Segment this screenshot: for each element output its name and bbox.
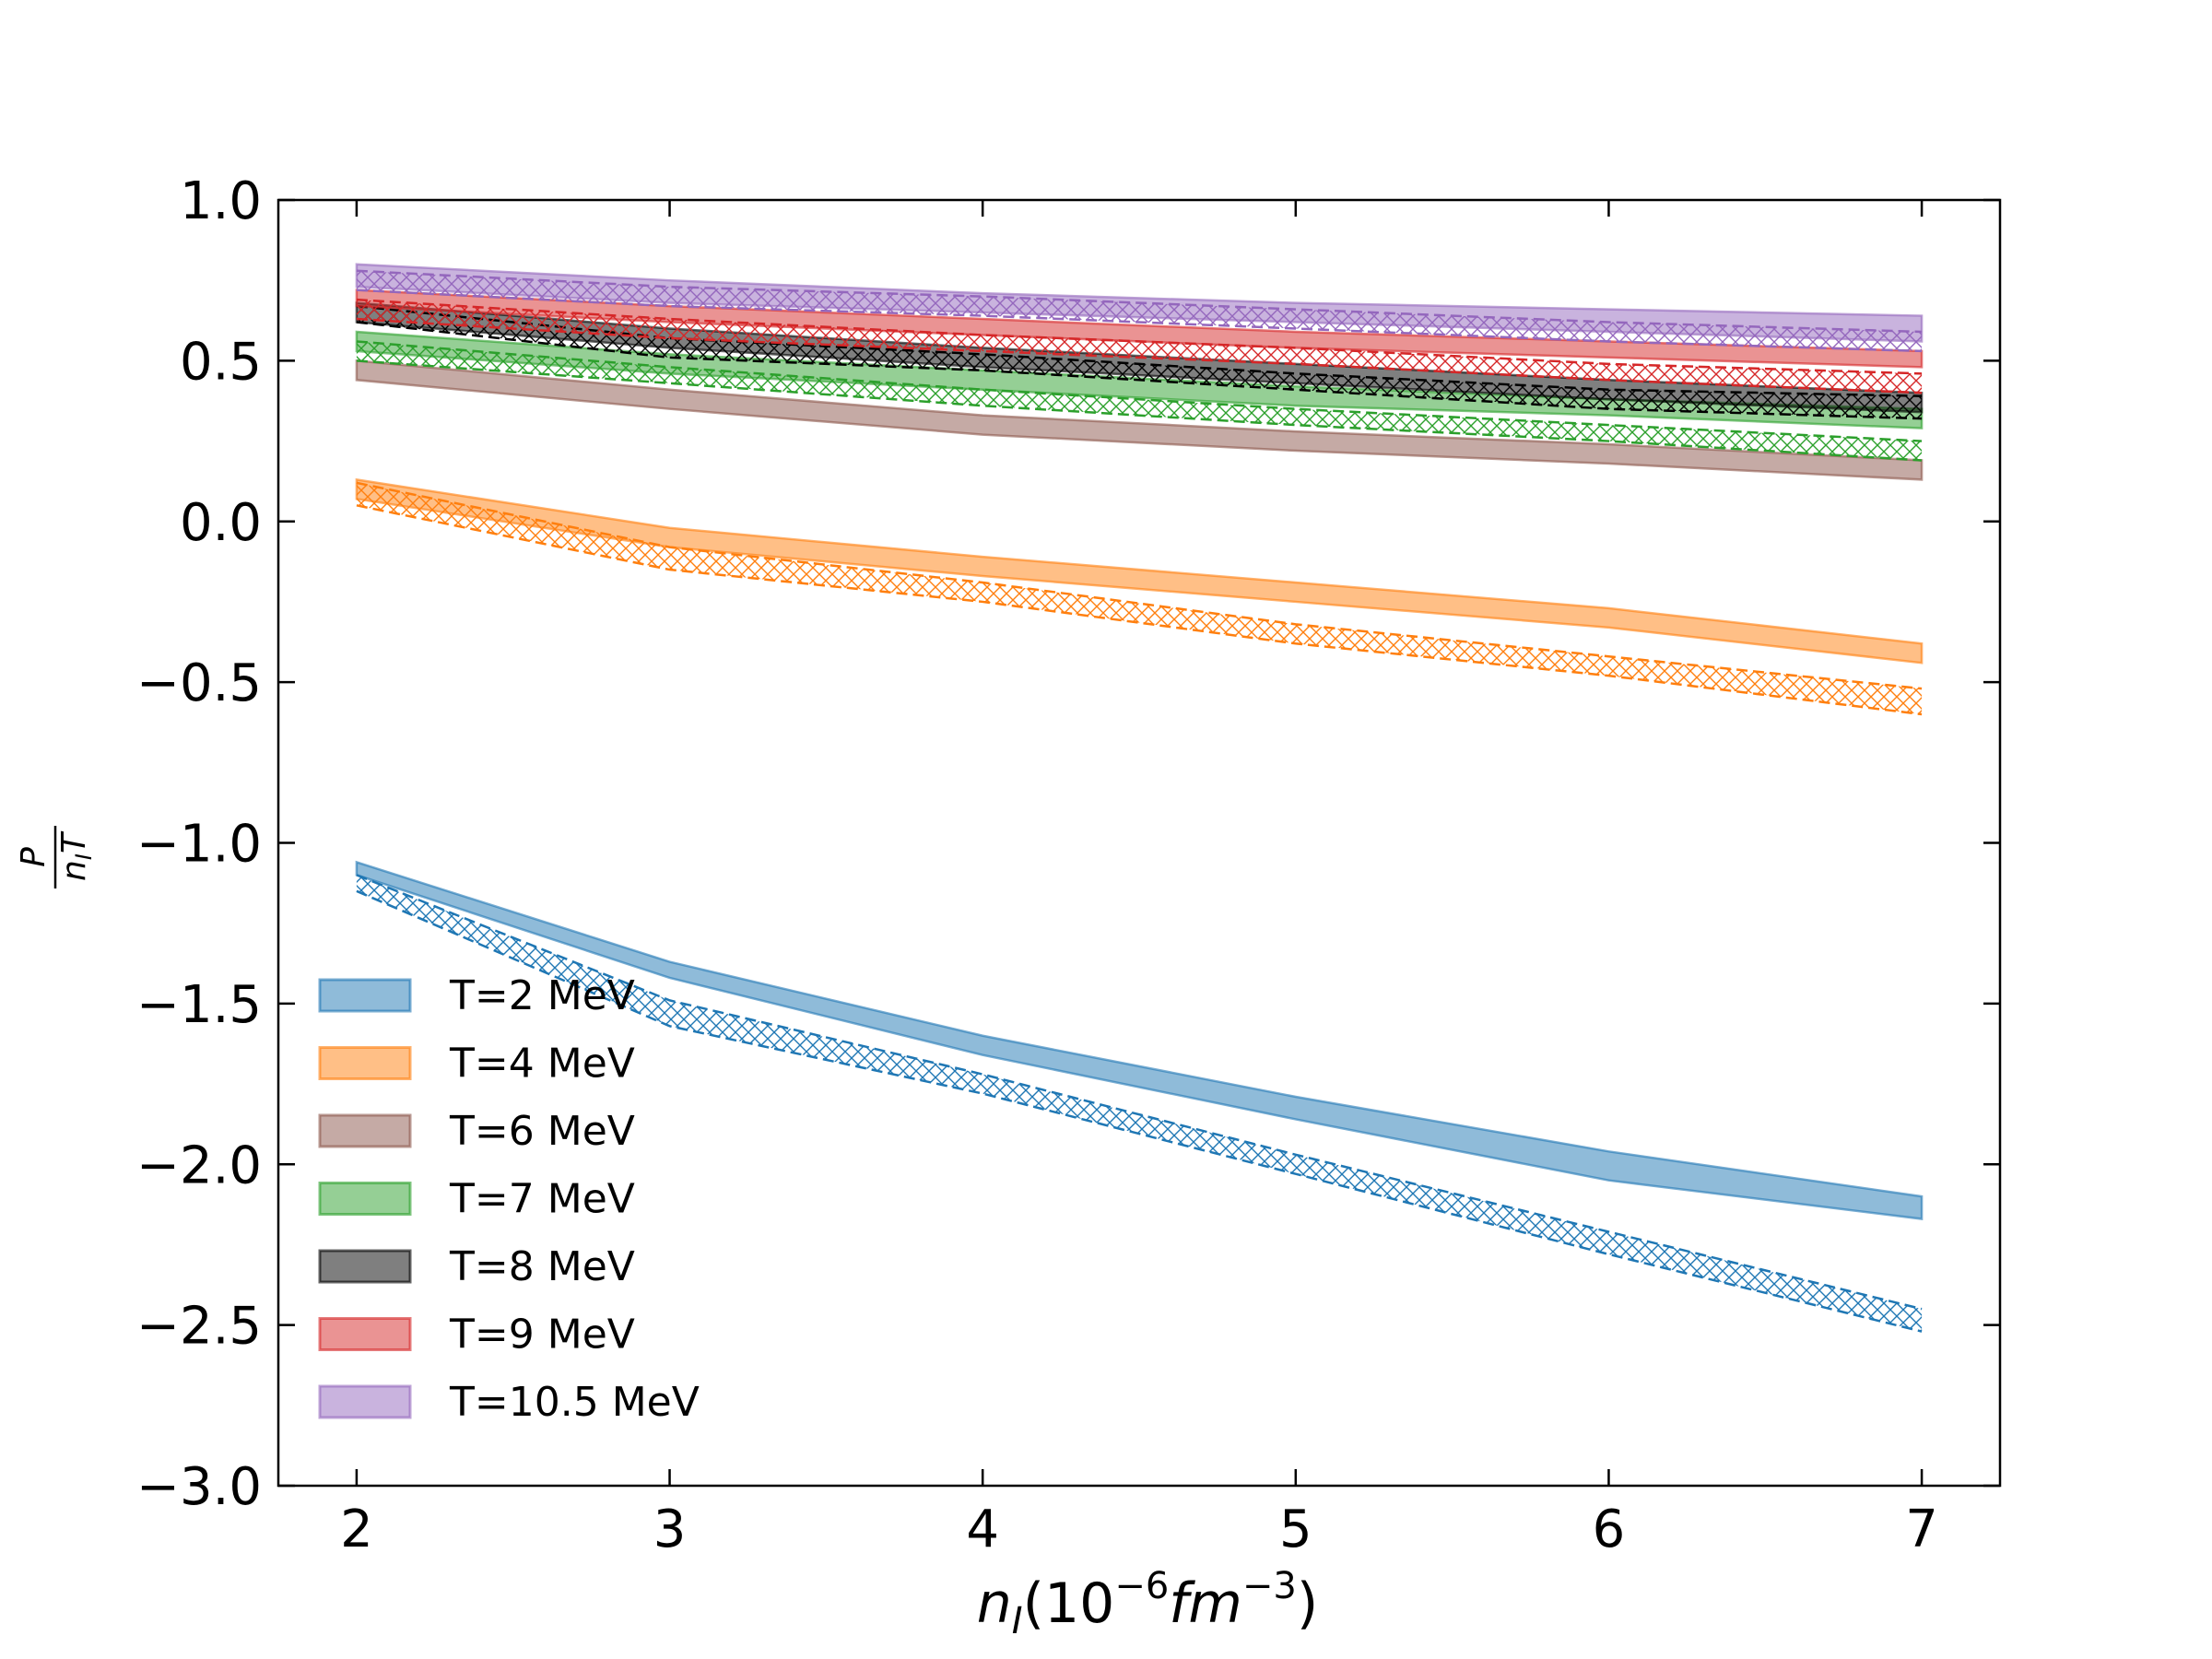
- legend-label: T=4 MeV: [449, 1041, 635, 1088]
- legend-label: T=7 MeV: [449, 1176, 635, 1223]
- band-hatched-lower-edge-t-9-mev: [356, 317, 1923, 394]
- band-solid-t-2-mev: [355, 860, 1924, 1220]
- x-tick-label: 3: [653, 1500, 687, 1559]
- band-hatched-lower-edge-t-7-mev: [356, 359, 1923, 462]
- band-hatched-lower-edge-t-4-mev: [356, 504, 1923, 716]
- x-tick-label: 5: [1279, 1500, 1312, 1559]
- legend-swatch: [318, 1249, 412, 1284]
- legend-item-t-8-mev: T=8 MeV: [318, 1243, 635, 1290]
- band-hatched-lower-edge-t-10-5-mev: [356, 288, 1923, 353]
- legend-label: T=10.5 MeV: [449, 1379, 700, 1426]
- y-tick-label: −3.0: [136, 1457, 262, 1517]
- y-tick-label: 1.0: [180, 171, 262, 231]
- legend-swatch: [318, 1113, 412, 1148]
- y-tick-label: −1.5: [136, 975, 262, 1035]
- legend-label: T=9 MeV: [449, 1312, 635, 1359]
- legend-swatch: [318, 1317, 412, 1351]
- x-tick-label: 2: [340, 1500, 373, 1559]
- y-tick-label: 0.0: [180, 493, 262, 553]
- legend-swatch: [318, 1182, 412, 1216]
- x-tick-label: 7: [1905, 1500, 1938, 1559]
- legend-label: T=6 MeV: [449, 1108, 635, 1155]
- legend-swatch: [318, 1046, 412, 1080]
- band-hatched-upper-edge-t-2-mev: [356, 874, 1923, 1311]
- legend: T=2 MeV T=4 MeV T=6 MeV T=7 MeV T=8 MeV T=9 M…: [318, 972, 700, 1426]
- band-hatched-upper-edge-t-9-mev: [356, 298, 1923, 375]
- legend-label: T=8 MeV: [449, 1243, 635, 1290]
- band-hatched-t-7-mev: [356, 341, 1923, 461]
- x-tick-label: 6: [1593, 1500, 1626, 1559]
- band-hatched-t-9-mev: [356, 300, 1923, 394]
- band-hatched-upper-edge-t-4-mev: [356, 481, 1923, 690]
- band-hatched-t-10-5-mev: [356, 270, 1923, 351]
- legend-item-t-2-mev: T=2 MeV: [318, 972, 635, 1019]
- svg-text:nI(10−6fm−3): nI(10−6fm−3): [977, 1565, 1319, 1642]
- legend-item-t-7-mev: T=7 MeV: [318, 1176, 635, 1223]
- legend-item-t-9-mev: T=9 MeV: [318, 1312, 635, 1359]
- band-hatched-upper-edge-t-8-mev: [356, 304, 1923, 397]
- plot-frame: [276, 198, 2002, 1488]
- band-hatched-t-8-mev: [356, 306, 1923, 419]
- x-axis-title: nI(10−6fm−3): [977, 1565, 1319, 1642]
- band-hatched-lower-edge-t-2-mev: [356, 889, 1923, 1333]
- y-tick-label: −1.0: [136, 815, 262, 875]
- band-hatched-t-4-mev: [356, 482, 1923, 714]
- band-hatched-upper-edge-t-10-5-mev: [356, 269, 1923, 334]
- legend-item-t-10-5-mev: T=10.5 MeV: [318, 1379, 700, 1426]
- legend-swatch: [318, 978, 412, 1013]
- legend-swatch: [318, 1384, 412, 1419]
- band-hatched-t-2-mev: [356, 875, 1923, 1332]
- y-tick-label: −2.0: [136, 1135, 262, 1195]
- ticks-layer: 2 3 4 5 6 7 1.0 0.5 0.0 −0.5 −1.0 −1.5 −2.0 −2.5 −3.0: [136, 171, 2000, 1559]
- svg-text:P: P: [15, 847, 53, 867]
- x-tick-label: 4: [966, 1500, 999, 1559]
- legend-item-t-4-mev: T=4 MeV: [318, 1041, 635, 1088]
- band-hatched-lower-edge-t-8-mev: [356, 321, 1923, 420]
- band-hatched-upper-edge-t-7-mev: [356, 340, 1923, 442]
- y-tick-label: −0.5: [136, 653, 262, 713]
- y-tick-label: 0.5: [180, 332, 262, 392]
- legend-label: T=2 MeV: [449, 972, 635, 1019]
- y-tick-label: −2.5: [136, 1297, 262, 1357]
- band-solid-t-6-mev: [355, 359, 1924, 481]
- bands-layer: [355, 263, 1924, 1333]
- legend-item-t-6-mev: T=6 MeV: [318, 1108, 635, 1155]
